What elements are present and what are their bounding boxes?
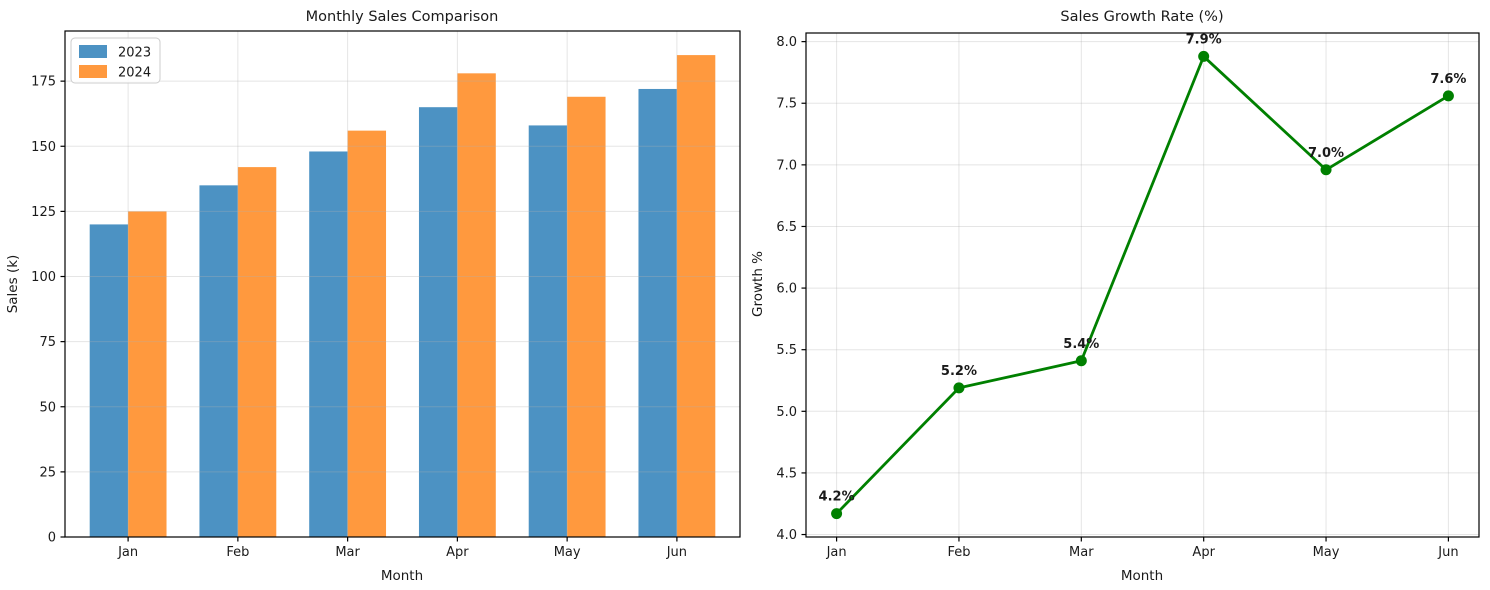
bar-plot-area: 0 25 50 75 100 125 150 175 Jan Feb Mar Apr May Jun 202… [31,30,741,560]
bar-chart-ylabel: Sales (k) [5,255,21,314]
x-tick-label: Jan [117,545,138,560]
y-tick-label: 150 [31,140,56,155]
y-tick-label: 4.5 [776,466,797,481]
bar-2024-Apr [457,73,496,538]
series-layer [89,55,716,538]
bar-2024-Mar [347,130,387,537]
growth-rate-line-chart: 4.2% 5.2% 5.4% 7.9% 7.0% 7.6% 4.0 4.5 5.0 5.5 6.0 6… [750,9,1480,584]
legend-label-2024: 2024 [118,66,151,81]
y-tick-label: 100 [31,270,56,285]
data-point-label-Jun: 7.6% [1430,72,1466,87]
bar-2023-May [528,125,568,538]
data-point-Jan [831,508,843,520]
legend-swatch-2024 [79,65,107,78]
data-point-Feb [953,382,965,394]
bar-chart-xlabel: Month [381,568,423,584]
x-tick-label: Jun [1437,545,1458,560]
data-point-label-Mar: 5.4% [1063,337,1099,352]
x-tick-label: Mar [335,545,360,560]
bar-2023-Apr [418,107,458,537]
bar-2024-Feb [237,167,277,537]
line-plot-area: 4.2% 5.2% 5.4% 7.9% 7.0% 7.6% 4.0 4.5 5.0 5.5 6.0 6… [776,32,1480,560]
bar-2023-Jan [89,224,129,537]
data-point-Apr [1198,50,1210,62]
y-tick-label: 7.0 [776,158,797,173]
bar-chart-title: Monthly Sales Comparison [306,9,499,25]
x-tick-label: May [554,545,581,560]
x-tick-label: Feb [947,545,970,560]
y-tick-label: 7.5 [776,97,797,112]
monthly-sales-bar-chart: 0 25 50 75 100 125 150 175 Jan Feb Mar Apr May Jun 202… [5,9,741,584]
bar-2023-Jun [638,88,677,538]
bar-2024-Jan [128,211,167,537]
x-tick-label: Apr [1192,545,1215,560]
y-tick-label: 175 [31,75,56,90]
x-tick-label: Jun [666,545,687,560]
y-tick-label: 50 [39,400,56,415]
line-chart-title: Sales Growth Rate (%) [1060,9,1223,25]
x-tick-label: May [1313,545,1340,560]
data-point-label-Jan: 4.2% [819,490,855,505]
data-point-Jun [1442,90,1454,102]
bar-2023-Feb [199,185,238,537]
line-chart-xlabel: Month [1121,568,1163,584]
line-chart-ylabel: Growth % [750,251,766,317]
y-tick-label: 0 [48,531,56,546]
y-tick-label: 5.5 [776,343,797,358]
bar-2024-Jun [676,55,716,537]
y-tick-label: 4.0 [776,528,797,543]
y-tick-label: 75 [39,335,56,350]
y-tick-label: 6.5 [776,220,797,235]
x-tick-label: Feb [226,545,249,560]
grid-lines [806,33,1479,537]
grid-lines [65,31,740,538]
y-tick-label: 5.0 [776,405,797,420]
data-point-label-May: 7.0% [1308,146,1344,161]
y-tick-label: 6.0 [776,282,797,297]
y-tick-label: 25 [39,465,56,480]
bar-2024-May [567,96,606,537]
data-point-label-Feb: 5.2% [941,364,977,379]
series-layer: 4.2% 5.2% 5.4% 7.9% 7.0% 7.6% [819,32,1466,520]
y-tick-label: 8.0 [776,35,797,50]
legend: 2023 2024 [70,37,161,84]
legend-swatch-2023 [79,45,107,58]
bar-2023-Mar [309,151,348,537]
data-point-Mar [1075,355,1087,367]
x-tick-label: Jan [826,545,847,560]
data-point-label-Apr: 7.9% [1186,32,1222,47]
legend-label-2023: 2023 [118,46,151,61]
x-tick-label: Apr [446,545,469,560]
growth-line [835,55,1450,515]
data-point-May [1320,164,1332,176]
axes-spines [64,30,741,538]
y-tick-label: 125 [31,205,56,220]
x-tick-label: Mar [1069,545,1094,560]
axes-spines [805,32,1480,538]
